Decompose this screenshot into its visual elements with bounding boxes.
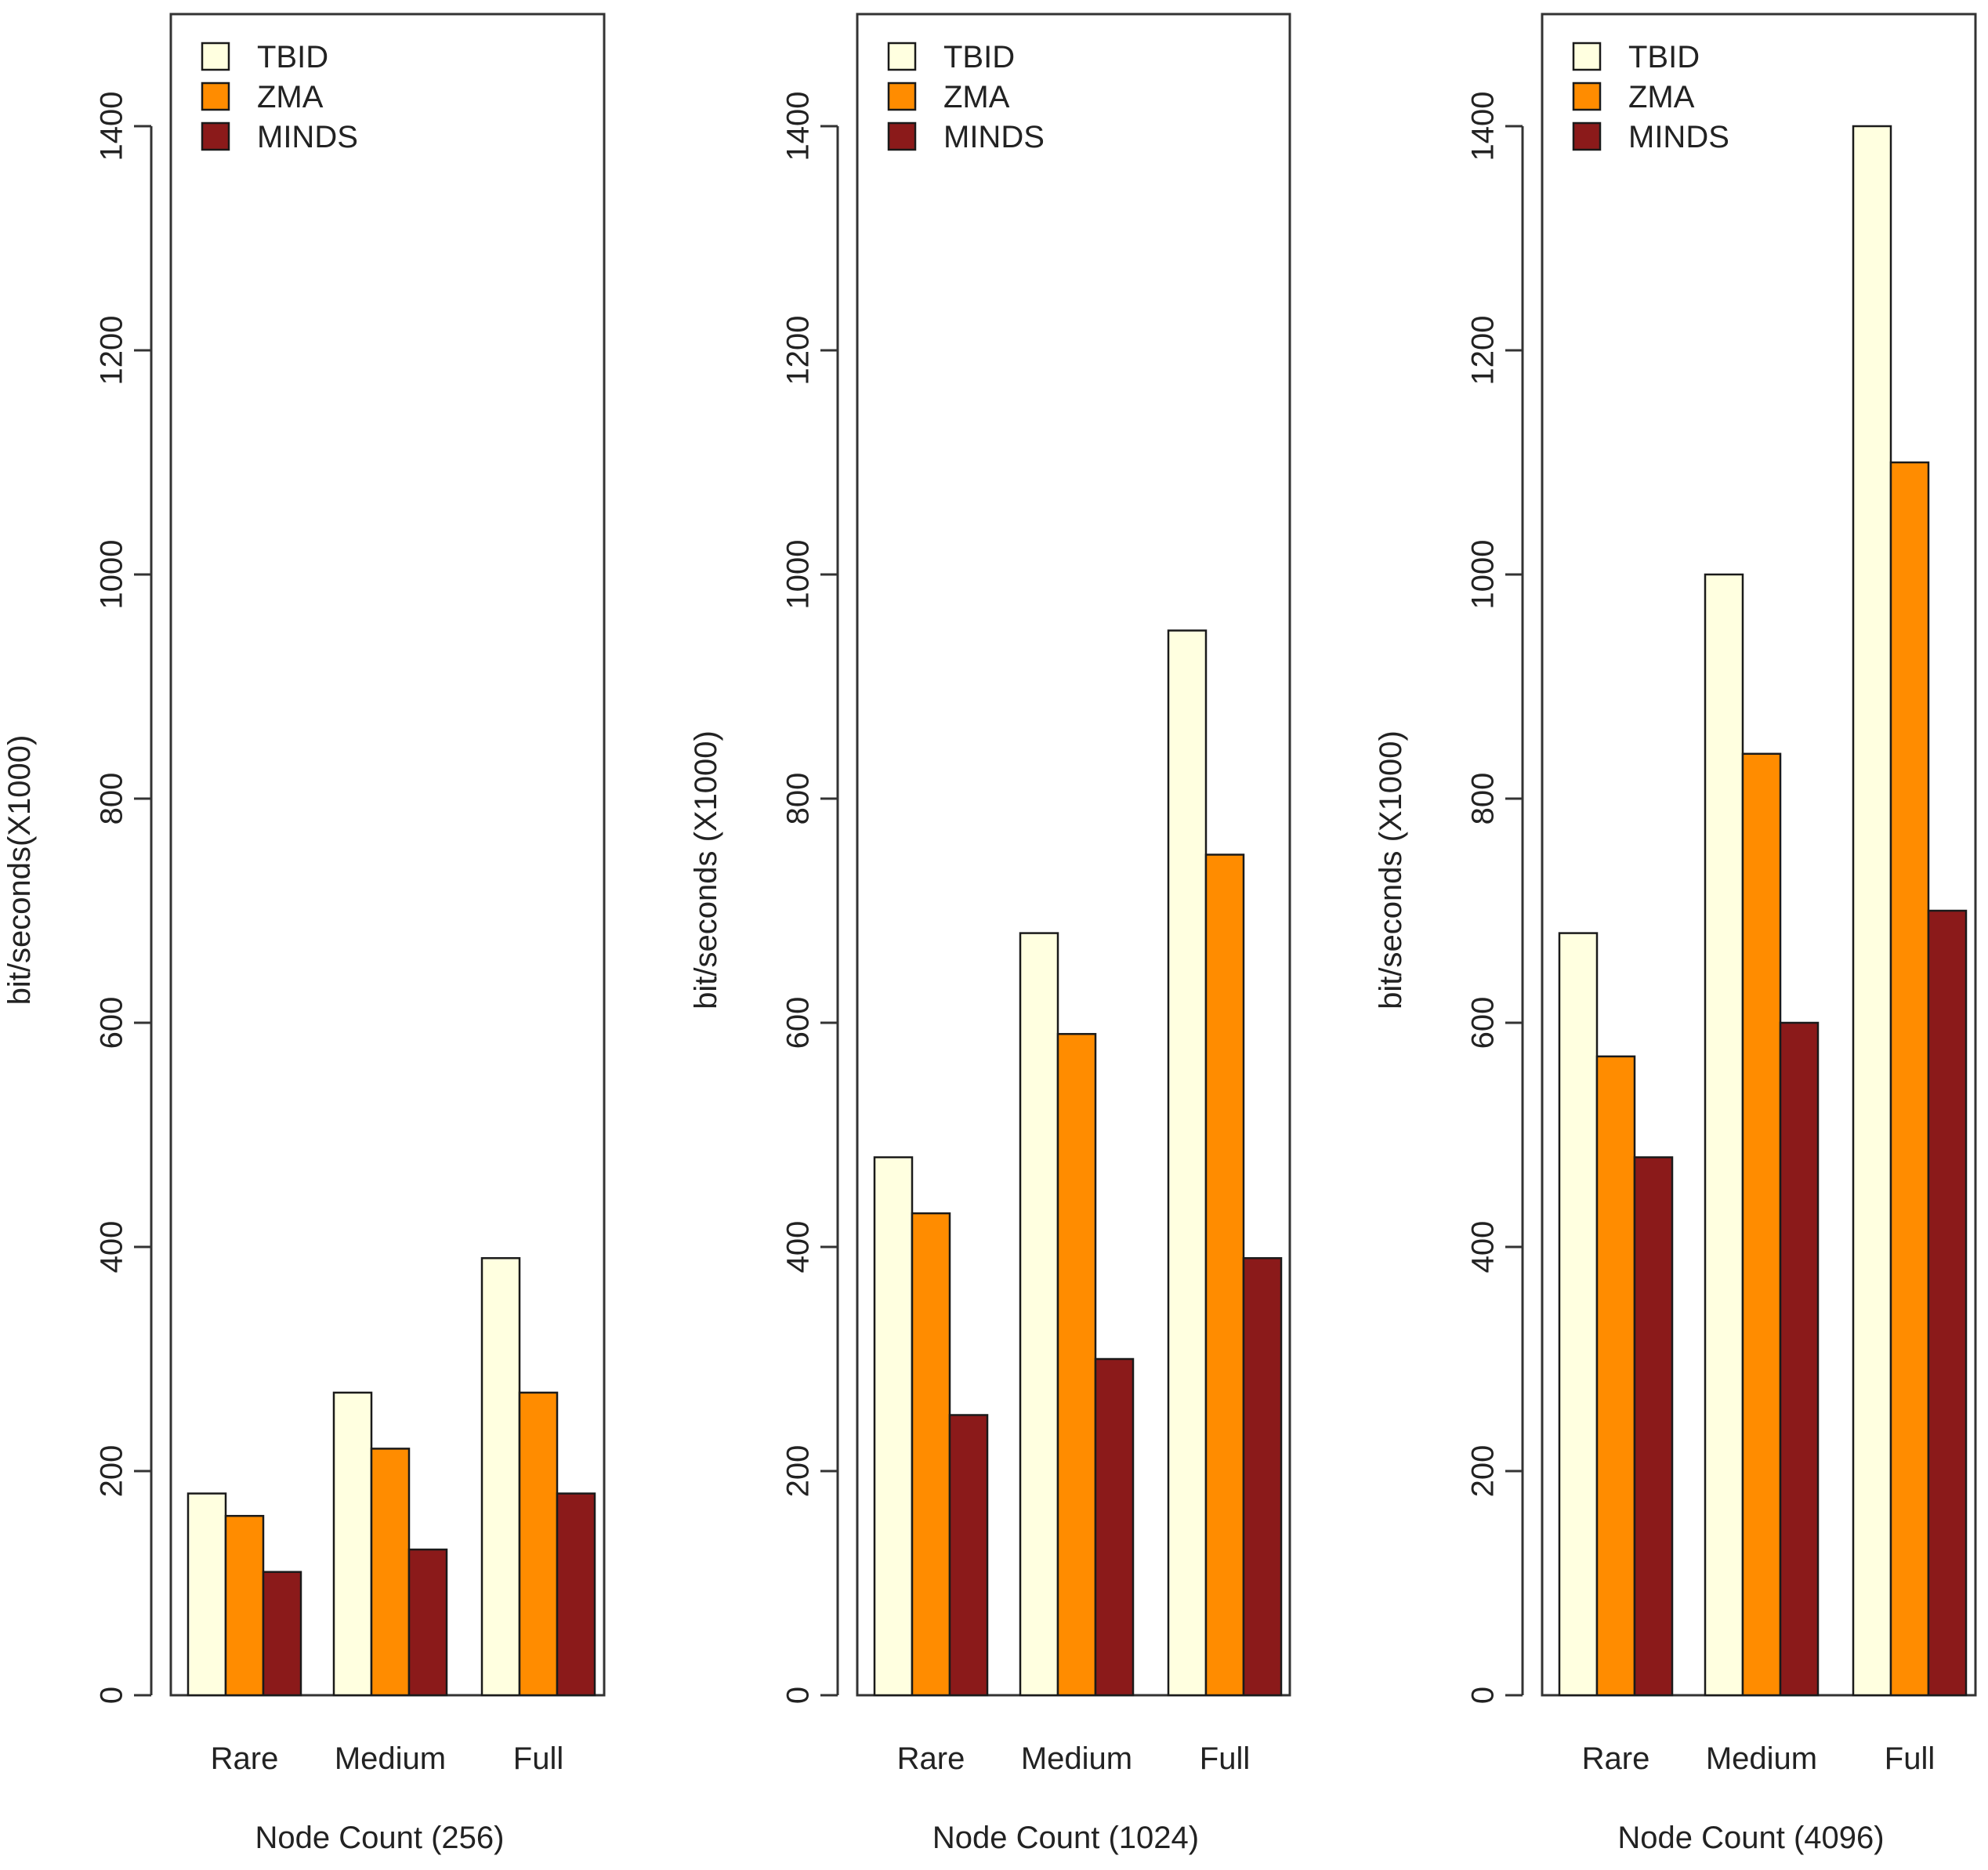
bar-tbid-medium [1019, 932, 1059, 1697]
legend-label-zma: ZMA [257, 80, 324, 114]
bar-minds-full [556, 1492, 596, 1697]
bar-minds-medium [1094, 1357, 1135, 1697]
x-category-label: Rare [897, 1741, 965, 1776]
legend-label-tbid: TBID [257, 40, 328, 74]
y-tick-label: 1000 [95, 540, 129, 610]
bar-tbid-full [480, 1257, 521, 1697]
bar-minds-rare [948, 1414, 989, 1697]
legend: TBID ZMA MINDS [887, 40, 1045, 154]
bar-minds-rare [262, 1571, 302, 1697]
y-tick-label: 400 [95, 1221, 129, 1274]
y-tick-label: 200 [781, 1445, 816, 1498]
legend-swatch-tbid [201, 42, 230, 71]
y-tick-label: 600 [1466, 997, 1501, 1049]
y-tick-label: 0 [95, 1687, 129, 1704]
bar-zma-medium [1056, 1033, 1097, 1697]
y-axis-title: bit/seconds (X1000) [689, 730, 723, 1009]
bar-minds-medium [1779, 1021, 1820, 1697]
y-tick-label: 1000 [781, 540, 816, 610]
bar-zma-full [1204, 853, 1245, 1697]
bar-tbid-medium [1704, 573, 1744, 1697]
bar-minds-full [1242, 1257, 1283, 1697]
y-tick-label: 1400 [781, 92, 816, 161]
y-axis-title: bit/seconds(X1000) [2, 735, 37, 1006]
x-axis-title: Node Count (256) [255, 1821, 505, 1855]
bar-tbid-rare [1558, 932, 1599, 1697]
legend-swatch-tbid [1572, 42, 1602, 71]
x-category-label: Rare [1582, 1741, 1650, 1776]
legend-label-minds: MINDS [943, 120, 1045, 154]
y-tick-label: 1200 [1466, 316, 1501, 386]
legend-swatch-zma [1572, 82, 1602, 111]
legend-swatch-minds [887, 121, 917, 151]
x-category-label: Full [1200, 1741, 1250, 1776]
x-category-label: Medium [1706, 1741, 1817, 1776]
legend: TBID ZMA MINDS [201, 40, 358, 154]
legend-label-minds: MINDS [1628, 120, 1729, 154]
x-axis-title: Node Count (4096) [1617, 1821, 1884, 1855]
bar-zma-rare [911, 1212, 951, 1697]
x-category-label: Medium [1021, 1741, 1132, 1776]
y-tick-label: 200 [1466, 1445, 1501, 1498]
y-tick-label: 800 [1466, 773, 1501, 825]
bar-tbid-medium [332, 1391, 373, 1697]
y-tick-label: 600 [95, 997, 129, 1049]
legend-label-zma: ZMA [1628, 80, 1695, 114]
y-axis-title: bit/seconds (X1000) [1374, 730, 1408, 1009]
chart-panel-2: 0 200 400 600 800 1000 1200 1400 bit/seconds (X1… [689, 13, 1291, 1855]
legend-swatch-minds [201, 121, 230, 151]
bar-zma-medium [1741, 752, 1782, 1697]
legend-swatch-zma [201, 82, 230, 111]
y-tick-label: 400 [781, 1221, 816, 1274]
legend-label-tbid: TBID [1628, 40, 1700, 74]
y-tick-label: 800 [781, 773, 816, 825]
legend-swatch-minds [1572, 121, 1602, 151]
bar-tbid-rare [873, 1156, 914, 1697]
bar-zma-full [1889, 461, 1930, 1697]
x-category-label: Full [513, 1741, 563, 1776]
y-tick-label: 0 [781, 1687, 816, 1704]
legend-label-tbid: TBID [943, 40, 1015, 74]
y-tick-label: 1000 [1466, 540, 1501, 610]
bar-minds-rare [1633, 1156, 1674, 1697]
y-tick-label: 400 [1466, 1221, 1501, 1274]
bar-zma-full [518, 1391, 559, 1697]
bar-minds-full [1927, 909, 1968, 1697]
chart-panel-1: 0 200 400 600 800 1000 1200 1400 bit/seconds(X10… [2, 13, 606, 1855]
bar-tbid-rare [186, 1492, 227, 1697]
legend-swatch-zma [887, 82, 917, 111]
bar-zma-rare [1595, 1055, 1636, 1697]
bar-tbid-full [1167, 629, 1208, 1697]
legend: TBID ZMA MINDS [1572, 40, 1729, 154]
y-tick-label: 1400 [1466, 92, 1501, 161]
x-axis-title: Node Count (1024) [932, 1821, 1199, 1855]
bar-tbid-full [1852, 125, 1892, 1697]
bar-zma-medium [370, 1448, 411, 1697]
legend-label-zma: ZMA [943, 80, 1010, 114]
legend-label-minds: MINDS [257, 120, 358, 154]
y-tick-label: 1200 [95, 316, 129, 386]
bar-zma-rare [224, 1514, 265, 1697]
y-tick-label: 200 [95, 1445, 129, 1498]
y-tick-label: 600 [781, 997, 816, 1049]
chart-panel-3: 0 200 400 600 800 1000 1200 1400 bit/seconds (X1… [1374, 13, 1977, 1855]
x-category-label: Medium [335, 1741, 446, 1776]
y-tick-label: 1200 [781, 316, 816, 386]
bar-minds-medium [407, 1548, 448, 1697]
y-tick-label: 800 [95, 773, 129, 825]
legend-swatch-tbid [887, 42, 917, 71]
y-tick-label: 0 [1466, 1687, 1501, 1704]
x-category-label: Rare [211, 1741, 279, 1776]
y-tick-label: 1400 [95, 92, 129, 161]
x-category-label: Full [1885, 1741, 1935, 1776]
